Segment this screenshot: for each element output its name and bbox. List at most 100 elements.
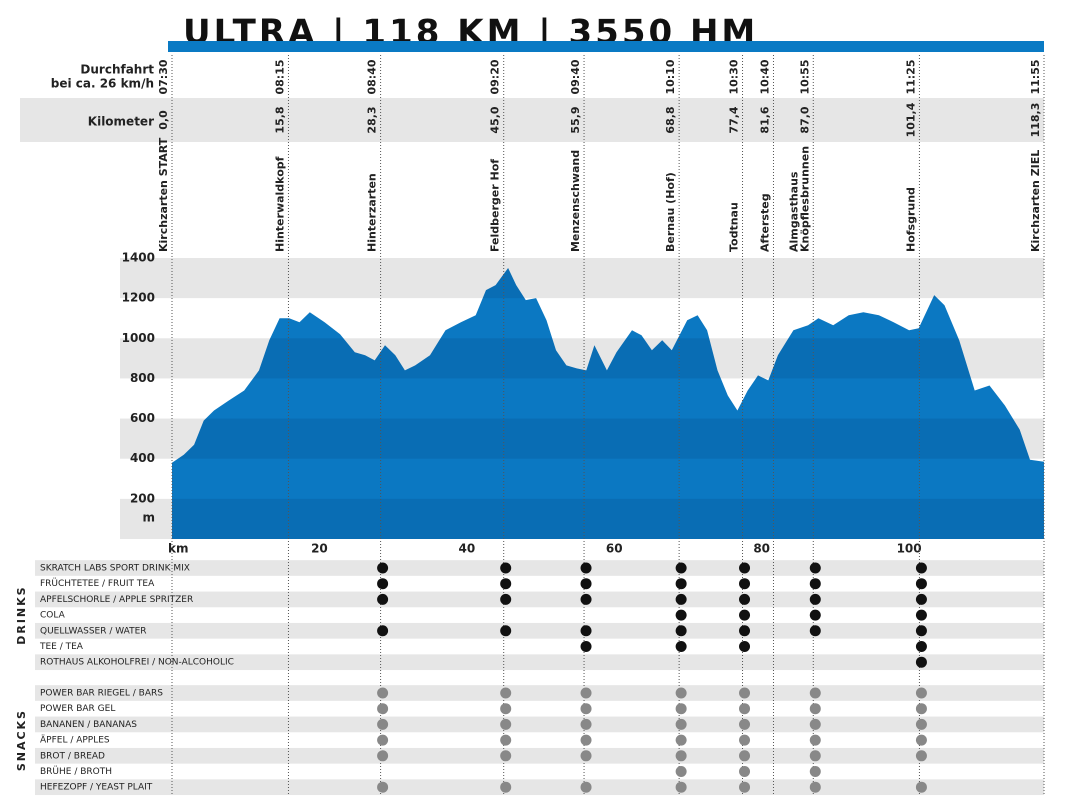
row-label: POWER BAR RIEGEL / BARS: [40, 689, 163, 699]
time-label: bei ca. 26 km/h: [51, 77, 154, 91]
checkpoint-name: Almgasthaus: [787, 171, 800, 252]
availability-dot: [377, 718, 389, 730]
x-tick-label: 80: [753, 542, 770, 556]
availability-dot: [809, 703, 821, 715]
checkpoint-name: Todtnau: [728, 202, 741, 252]
availability-dot: [500, 750, 512, 762]
availability-dot: [809, 750, 821, 762]
time-label: Durchfahrt: [80, 63, 154, 77]
availability-dot: [377, 625, 389, 637]
checkpoint-time: 09:20: [489, 59, 502, 94]
y-tick-label: 400: [130, 451, 155, 465]
availability-dot: [915, 609, 927, 621]
checkpoint-km: 68,8: [664, 106, 677, 133]
row-label: FRÜCHTETEE / FRUIT TEA: [40, 578, 155, 589]
band: [120, 258, 1044, 299]
availability-dot: [377, 734, 389, 746]
row-label: POWER BAR GEL: [40, 704, 115, 714]
availability-dot: [675, 609, 687, 621]
checkpoint-km: 28,3: [366, 106, 379, 133]
availability-dot: [580, 641, 592, 652]
availability-dot: [500, 703, 512, 715]
availability-dot: [915, 593, 927, 605]
availability-dot: [675, 703, 687, 715]
availability-dot: [809, 718, 821, 730]
row-label: ROTHAUS ALKOHOLFREI / NON-ALCOHOLIC: [40, 658, 234, 668]
availability-dot: [377, 562, 389, 574]
availability-dot: [739, 593, 751, 605]
checkpoint-km: 45,0: [489, 106, 502, 133]
availability-dot: [500, 734, 512, 746]
availability-dot: [809, 766, 821, 777]
row-label: BROT / BREAD: [40, 751, 105, 761]
availability-dot: [500, 718, 512, 730]
row-bg: [35, 591, 1044, 608]
checkpoint-name: Kirchzarten ZIEL: [1029, 150, 1042, 252]
x-tick-label: 60: [606, 542, 623, 556]
checkpoint-km: 77,4: [728, 106, 741, 133]
availability-dot: [809, 562, 821, 574]
y-tick-label: 200: [130, 491, 155, 505]
availability-dot: [739, 687, 751, 699]
y-tick-label: 600: [130, 411, 155, 425]
availability-dot: [915, 641, 927, 652]
km-row-bg: [20, 98, 1044, 142]
availability-dot: [675, 625, 687, 637]
availability-dot: [809, 734, 821, 746]
checkpoint-km: 118,3: [1029, 103, 1042, 138]
availability-dot: [809, 687, 821, 699]
availability-dot: [500, 578, 512, 590]
availability-dot: [739, 609, 751, 621]
elevation-area: [172, 268, 1044, 539]
availability-dot: [580, 703, 592, 715]
availability-dot: [739, 750, 751, 762]
checkpoint-km: 15,8: [273, 106, 286, 133]
availability-dot: [739, 734, 751, 746]
row-label: BANANEN / BANANAS: [40, 720, 137, 730]
checkpoint-time: 10:30: [728, 59, 741, 94]
row-bg: [35, 560, 1044, 576]
row-label: QUELLWASSER / WATER: [40, 626, 147, 636]
availability-dot: [580, 750, 592, 762]
area-band: [172, 418, 1044, 459]
row-bg: [35, 779, 1044, 796]
availability-dot: [675, 562, 687, 574]
availability-dot: [377, 750, 389, 762]
availability-dot: [580, 687, 592, 699]
checkpoint-name: Knöpflesbrunnen: [798, 146, 811, 252]
checkpoint-time: 11:55: [1029, 59, 1042, 94]
availability-dot: [739, 766, 751, 777]
checkpoint-time: 09:40: [569, 59, 582, 94]
availability-dot: [915, 562, 927, 574]
availability-dot: [377, 687, 389, 699]
row-label: BRÜHE / BROTH: [40, 766, 112, 777]
availability-dot: [739, 641, 751, 652]
availability-dot: [915, 687, 927, 699]
section-title: SNACKS: [15, 709, 28, 771]
row-label: APFELSCHORLE / APPLE SPRITZER: [40, 595, 193, 605]
availability-dot: [809, 593, 821, 605]
availability-dot: [915, 781, 927, 793]
availability-dot: [580, 781, 592, 793]
availability-dot: [500, 781, 512, 793]
x-tick-label: 40: [458, 542, 475, 556]
availability-dot: [675, 578, 687, 590]
row-bg: [35, 747, 1044, 764]
availability-dot: [809, 625, 821, 637]
availability-dot: [915, 750, 927, 762]
availability-dot: [500, 562, 512, 574]
availability-dot: [675, 781, 687, 793]
availability-dot: [739, 703, 751, 715]
availability-dot: [580, 734, 592, 746]
checkpoint-time: 10:40: [758, 59, 771, 94]
availability-dot: [739, 562, 751, 574]
availability-dot: [500, 687, 512, 699]
availability-dot: [915, 718, 927, 730]
y-tick-label: 1200: [122, 291, 155, 305]
availability-dot: [739, 718, 751, 730]
km-label: Kilometer: [88, 115, 154, 129]
availability-dot: [915, 578, 927, 590]
availability-dot: [580, 718, 592, 730]
availability-dot: [675, 718, 687, 730]
